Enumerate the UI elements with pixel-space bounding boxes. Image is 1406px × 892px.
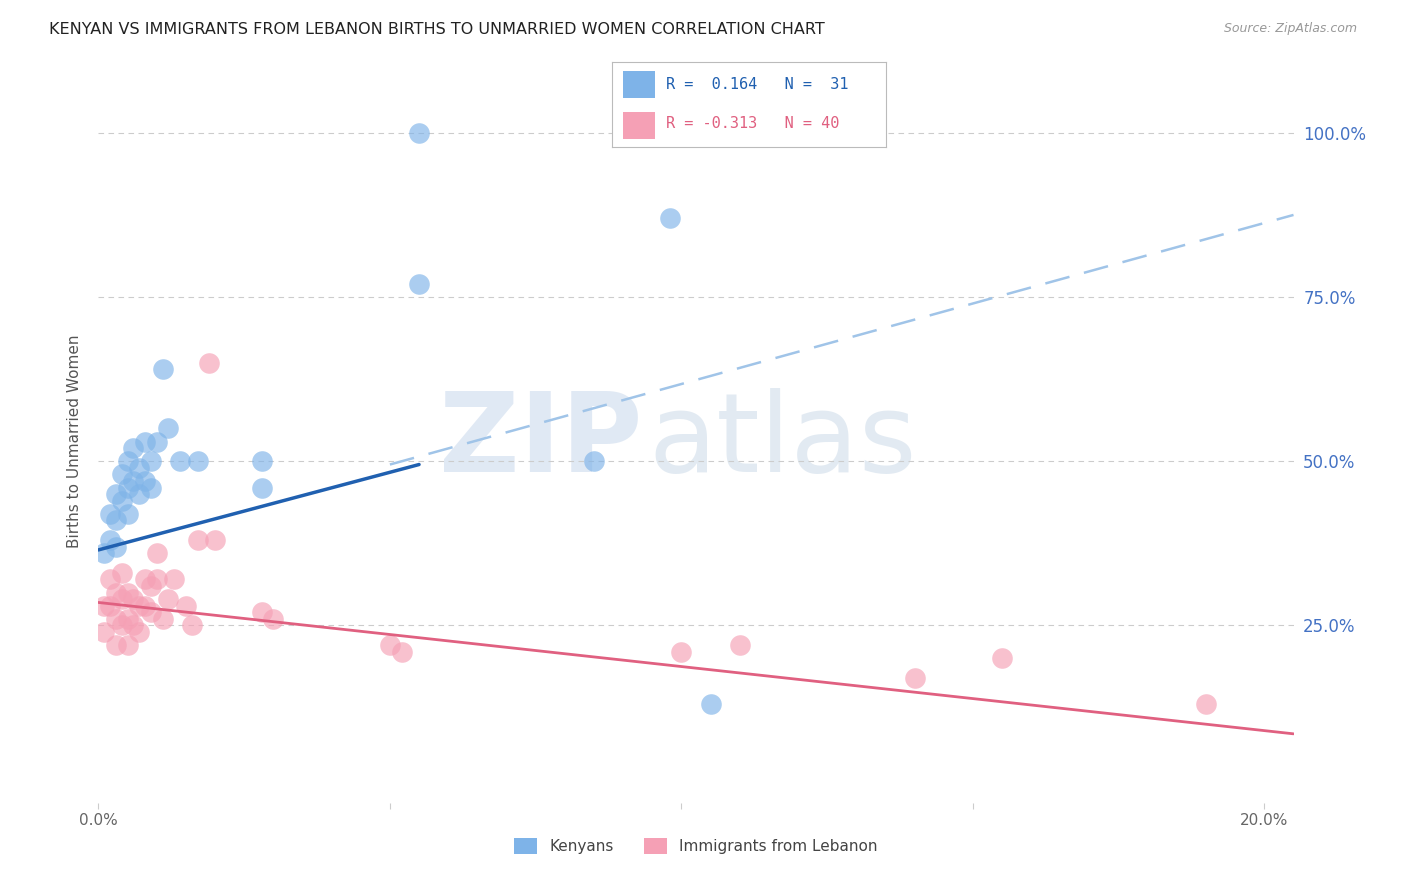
Point: [128, 625, 150, 640]
Legend: Kenyans, Immigrants from Lebanon: Kenyans, Immigrants from Lebanon: [508, 832, 884, 860]
Point: [111, 493, 134, 508]
Point: [93, 546, 115, 560]
Point: [122, 592, 145, 607]
Point: [111, 566, 134, 580]
Point: [117, 481, 139, 495]
Bar: [623, 112, 655, 139]
Text: R = -0.313   N = 40: R = -0.313 N = 40: [666, 116, 839, 131]
Point: [122, 618, 145, 632]
Point: [98, 507, 121, 521]
Point: [111, 467, 134, 482]
Point: [145, 546, 167, 560]
Point: [134, 599, 156, 613]
Point: [139, 605, 162, 619]
Text: KENYAN VS IMMIGRANTS FROM LEBANON BIRTHS TO UNMARRIED WOMEN CORRELATION CHART: KENYAN VS IMMIGRANTS FROM LEBANON BIRTHS…: [49, 22, 825, 37]
Point: [152, 362, 174, 376]
Point: [104, 612, 127, 626]
Bar: [623, 71, 655, 98]
Point: [903, 671, 925, 685]
Point: [991, 651, 1014, 665]
Point: [408, 277, 430, 291]
Point: [117, 638, 139, 652]
Point: [728, 638, 751, 652]
Point: [128, 487, 150, 501]
Text: atlas: atlas: [648, 388, 917, 495]
Point: [250, 481, 273, 495]
Point: [391, 645, 413, 659]
Point: [104, 540, 127, 554]
Point: [139, 579, 162, 593]
Point: [117, 612, 139, 626]
Point: [157, 592, 180, 607]
Point: [658, 211, 681, 226]
Text: Source: ZipAtlas.com: Source: ZipAtlas.com: [1223, 22, 1357, 36]
Point: [408, 126, 430, 140]
Point: [262, 612, 284, 626]
Point: [139, 481, 162, 495]
Point: [174, 599, 197, 613]
Point: [204, 533, 226, 547]
Point: [250, 454, 273, 468]
Point: [1195, 698, 1218, 712]
Point: [163, 573, 186, 587]
Point: [117, 454, 139, 468]
Point: [128, 460, 150, 475]
Point: [198, 356, 221, 370]
Point: [93, 599, 115, 613]
Point: [117, 507, 139, 521]
Point: [104, 638, 127, 652]
Text: R =  0.164   N =  31: R = 0.164 N = 31: [666, 77, 849, 92]
Text: ZIP: ZIP: [439, 388, 643, 495]
Point: [98, 573, 121, 587]
Point: [134, 573, 156, 587]
Point: [152, 612, 174, 626]
Point: [157, 421, 180, 435]
Point: [93, 625, 115, 640]
Point: [180, 618, 202, 632]
Point: [134, 474, 156, 488]
Point: [111, 618, 134, 632]
Point: [145, 434, 167, 449]
Point: [122, 474, 145, 488]
Point: [671, 645, 693, 659]
Point: [117, 585, 139, 599]
Point: [134, 434, 156, 449]
Point: [186, 533, 208, 547]
Point: [98, 533, 121, 547]
Point: [104, 585, 127, 599]
Point: [98, 599, 121, 613]
Point: [139, 454, 162, 468]
Y-axis label: Births to Unmarried Women: Births to Unmarried Women: [66, 334, 82, 549]
Point: [378, 638, 401, 652]
Point: [104, 487, 127, 501]
Point: [104, 513, 127, 527]
Point: [128, 599, 150, 613]
Point: [582, 454, 605, 468]
Point: [250, 605, 273, 619]
Point: [186, 454, 208, 468]
Point: [122, 441, 145, 455]
Point: [169, 454, 191, 468]
Point: [145, 573, 167, 587]
Point: [699, 698, 721, 712]
Point: [111, 592, 134, 607]
